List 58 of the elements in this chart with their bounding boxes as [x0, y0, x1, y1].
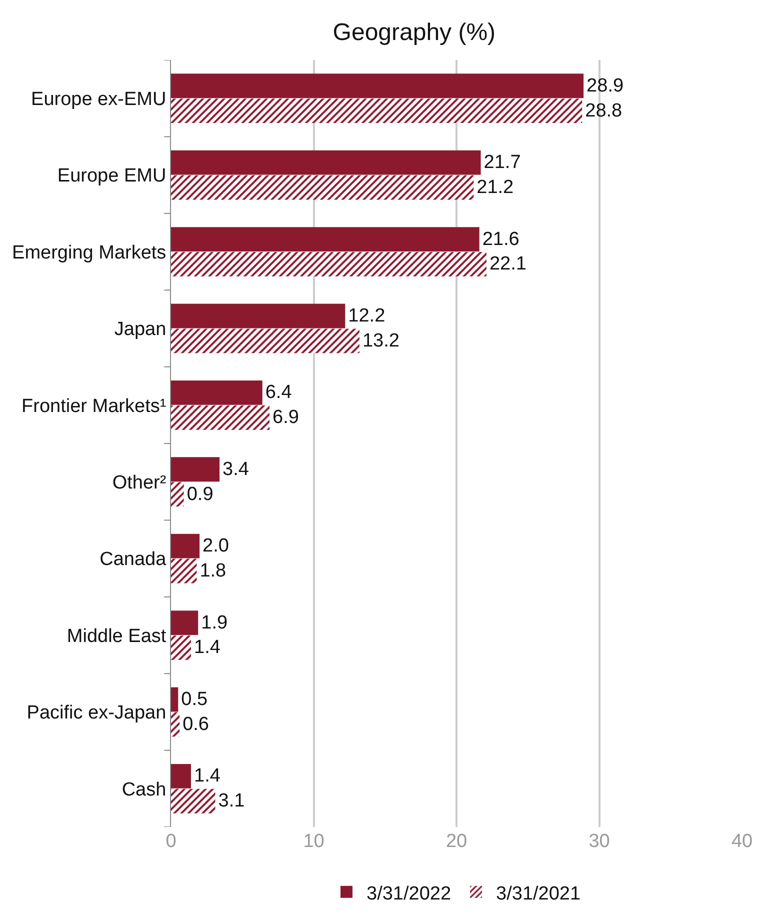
x-tick-label: 30 — [588, 831, 610, 852]
data-label: 28.9 — [586, 75, 624, 96]
bar — [171, 457, 220, 482]
data-label: 0.6 — [182, 714, 209, 735]
y-tick-label: Europe ex-EMU — [31, 89, 166, 110]
data-label: 12.2 — [348, 305, 386, 326]
bar — [171, 636, 191, 660]
data-label: 1.4 — [194, 637, 221, 658]
data-label: 28.8 — [585, 100, 622, 122]
data-label: 22.1 — [489, 254, 526, 275]
text: 3/31/2021 — [496, 883, 581, 904]
data-label: 21.2 — [476, 177, 514, 198]
data-label: 0.5 — [181, 688, 208, 710]
bar — [171, 150, 481, 175]
bar — [171, 304, 346, 328]
bar — [171, 175, 474, 200]
y-tick-label: Europe EMU — [57, 166, 166, 187]
y-tick-label: Pacific ex-Japan — [26, 702, 166, 724]
y-tick-label: Frontier Markets¹ — [22, 396, 166, 417]
bar — [171, 788, 216, 814]
y-tick-label: Middle East — [66, 626, 167, 647]
bar — [171, 227, 480, 252]
bar — [171, 98, 582, 124]
chart-title: Geography (%) — [332, 18, 496, 46]
bar — [171, 405, 270, 430]
bar — [171, 328, 360, 354]
data-label: 3.4 — [222, 458, 250, 480]
x-tick-label: 10 — [303, 831, 324, 852]
bar — [171, 380, 262, 405]
data-label: 21.7 — [484, 152, 521, 174]
y-tick-label: Canada — [100, 549, 167, 570]
y-tick-label: Cash — [122, 779, 166, 800]
legend-label: 3/31/2022 — [366, 883, 452, 904]
data-label: 21.6 — [482, 228, 520, 250]
bar — [171, 482, 184, 507]
bar — [171, 764, 191, 788]
data-label: 1.8 — [200, 560, 226, 582]
y-tick-label: Emerging Markets — [12, 242, 166, 264]
bar — [171, 610, 198, 635]
bar — [171, 74, 584, 98]
x-tick-label: 0 — [166, 831, 176, 852]
data-label: 3.1 — [218, 790, 245, 812]
y-tick-label: Other² — [112, 472, 166, 494]
data-label: 1.4 — [194, 766, 221, 787]
bar — [171, 252, 486, 276]
data-label: 13.2 — [362, 330, 400, 352]
y-tick-label: Japan — [114, 319, 166, 340]
data-label: 6.9 — [272, 407, 299, 428]
bar — [171, 687, 178, 712]
data-label: 0.9 — [186, 484, 214, 505]
data-label: 6.4 — [265, 382, 292, 404]
bar — [171, 712, 180, 737]
x-tick-label: 40 — [731, 831, 753, 852]
bar — [171, 534, 200, 558]
data-label: 1.9 — [201, 612, 228, 634]
data-label: 2.0 — [202, 536, 229, 557]
bar — [171, 558, 197, 584]
x-tick-label: 20 — [446, 831, 468, 852]
